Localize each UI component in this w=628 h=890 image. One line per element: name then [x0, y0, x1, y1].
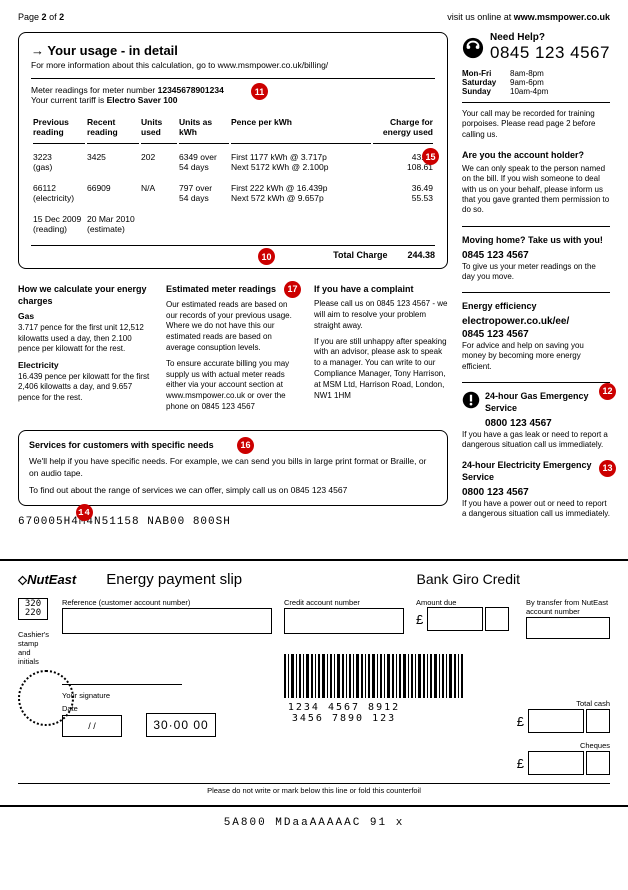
- bottom-code: 5A800 MDaaAAAAAC 91 x: [0, 805, 628, 839]
- recorded-notice: Your call may be recorded for training p…: [462, 109, 610, 140]
- payment-slip: ⬦NutEast Energy payment slip Bank Giro C…: [0, 559, 628, 801]
- bank-giro-label: Bank Giro Credit: [417, 571, 520, 587]
- callout-10: 10: [258, 248, 275, 265]
- help-header: Need Help? 0845 123 4567: [462, 32, 610, 63]
- amount-due-label: Amount due: [416, 598, 516, 607]
- brand-name: NutEast: [27, 572, 76, 587]
- callout-13: 13: [599, 460, 616, 477]
- help-phone: 0845 123 4567: [490, 43, 610, 63]
- barcode-number: 1234 4567 8912 3456 7890 123: [284, 702, 404, 724]
- ref-box[interactable]: [62, 608, 272, 634]
- code-line: 14 670005H4M4N51158 NAB00 800SH: [18, 516, 448, 528]
- amount-due-box[interactable]: [427, 607, 483, 631]
- usage-title: Your usage - in detail: [47, 43, 178, 58]
- transfer-box[interactable]: [526, 617, 610, 639]
- total-cash-box[interactable]: [528, 709, 584, 733]
- date-box[interactable]: / /: [62, 715, 122, 737]
- transfer-label: By transfer from NutEast account number: [526, 598, 610, 616]
- estimated-info: Estimated meter readings 17 Our estimate…: [166, 283, 300, 418]
- counterfoil-notice: Please do not write or mark below this l…: [18, 783, 610, 795]
- complaint-info: If you have a complaint Please call us o…: [314, 283, 448, 418]
- cheques-label: Cheques: [517, 741, 610, 750]
- total-value: 244.38: [407, 250, 435, 260]
- tariff-name: Electro Saver 100: [107, 95, 178, 105]
- visit-url: www.msmpower.co.uk: [514, 12, 610, 22]
- phone-icon: [462, 37, 484, 59]
- usage-table: Previous reading Recent reading Units us…: [31, 115, 435, 239]
- specific-needs-box: Services for customers with specific nee…: [18, 430, 448, 507]
- elec-emergency-block: 24-hour Electricity Emergency Service 08…: [462, 460, 610, 519]
- cheques-box[interactable]: [528, 751, 584, 775]
- total-cash-label: Total cash: [517, 699, 610, 708]
- callout-11: 11: [251, 83, 268, 100]
- opening-hours: Mon-Fri8am-8pm Saturday9am-6pm Sunday10a…: [462, 69, 610, 103]
- account-holder-block: Are you the account holder? We can only …: [462, 150, 610, 216]
- total-label: Total Charge: [333, 250, 387, 260]
- callout-16: 16: [237, 437, 254, 454]
- calc-info: How we calculate your energy charges Gas…: [18, 283, 152, 418]
- cashier-label: Cashier's stamp and initials: [18, 630, 50, 666]
- credit-box[interactable]: [284, 608, 404, 634]
- callout-17: 17: [284, 281, 301, 298]
- signature-line: [62, 684, 182, 685]
- usage-detail-box: → Your usage - in detail For more inform…: [18, 32, 448, 269]
- meter-number: 12345678901234: [158, 85, 224, 95]
- page-num: 2: [42, 12, 47, 22]
- slip-title: Energy payment slip: [106, 571, 242, 588]
- sort-box: 320220: [18, 598, 48, 620]
- amount-box: 30·00 00: [146, 713, 216, 737]
- page-header: Page 2 of 2 visit us online at www.msmpo…: [18, 12, 610, 22]
- gas-emergency-block: 24-hour Gas Emergency Service 0800 123 4…: [462, 382, 610, 450]
- alert-icon: [462, 391, 480, 409]
- efficiency-block: Energy efficiency electropower.co.uk/ee/…: [462, 292, 610, 372]
- callout-12: 12: [599, 383, 616, 400]
- barcode: 1234 4567 8912 3456 7890 123: [284, 654, 404, 724]
- ref-label: Reference (customer account number): [62, 598, 272, 607]
- moving-block: Moving home? Take us with you! 0845 123 …: [462, 226, 610, 282]
- page-label: Page: [18, 12, 39, 22]
- callout-15: 15: [422, 148, 439, 165]
- credit-label: Credit account number: [284, 598, 404, 607]
- usage-subtitle: For more information about this calculat…: [31, 60, 435, 70]
